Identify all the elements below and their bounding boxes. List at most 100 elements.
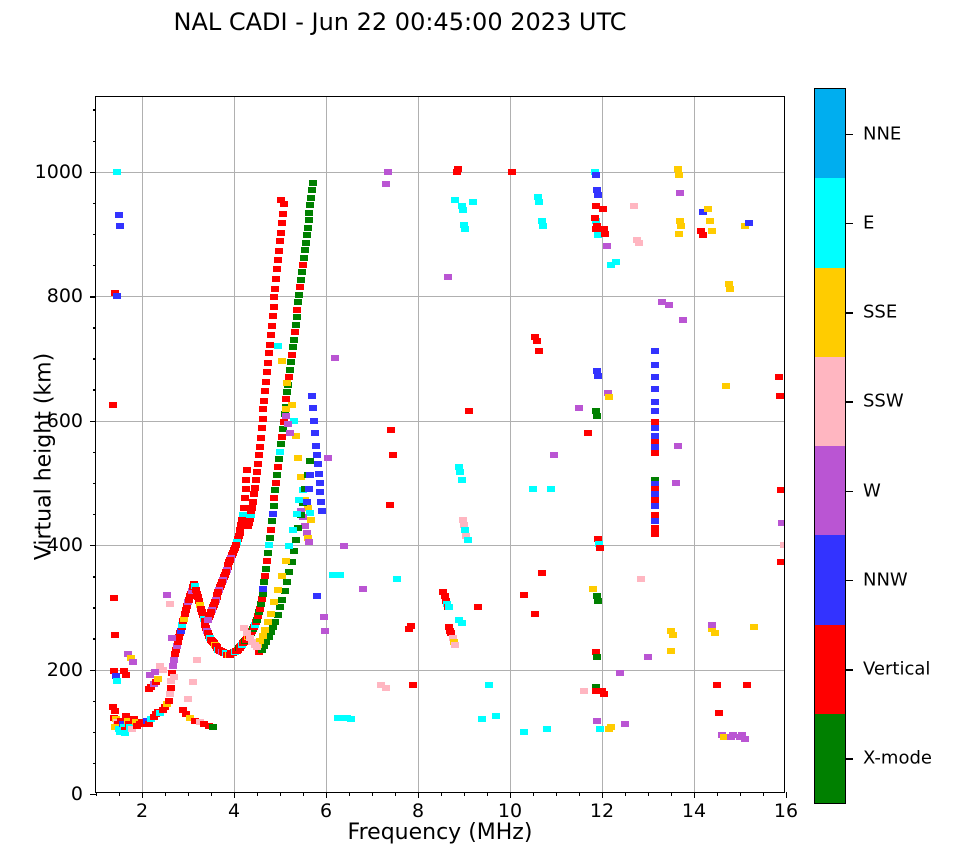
data-point-vertical (259, 406, 268, 413)
data-point-vertical (190, 717, 199, 724)
data-point-sse (154, 676, 163, 683)
data-point-sse (296, 473, 305, 480)
data-point-e (457, 476, 466, 483)
data-point-sse (287, 402, 296, 409)
data-point-vertical (194, 594, 203, 601)
data-point-vertical (238, 517, 247, 524)
data-point-e (595, 725, 604, 732)
data-point-e (547, 486, 556, 493)
data-point-nnw (304, 486, 313, 493)
y-axis-minor-tick (92, 607, 96, 609)
data-point-vertical (240, 504, 249, 511)
data-point-vertical (272, 479, 281, 486)
data-point-x-mode (296, 512, 305, 519)
data-point-e (273, 342, 282, 349)
x-axis-minor-tick (487, 792, 489, 796)
x-axis-minor-tick (579, 792, 581, 796)
data-point-sse (607, 723, 616, 730)
y-axis-minor-tick (92, 140, 96, 142)
data-point-nnw (650, 491, 659, 498)
data-point-w (778, 520, 784, 527)
data-point-vertical (200, 721, 209, 728)
data-point-nnw (593, 187, 602, 194)
data-point-x-mode (294, 299, 303, 306)
data-point-vertical (464, 408, 473, 415)
colorbar-tick (846, 490, 853, 493)
y-axis-minor-tick (92, 358, 96, 360)
data-point-sse (180, 615, 189, 622)
x-axis-tick (142, 792, 144, 798)
x-axis-minor-tick (717, 792, 719, 796)
data-point-nnw (650, 361, 659, 368)
data-point-sse (667, 647, 675, 654)
data-point-sse (675, 171, 684, 178)
data-point-vertical (453, 168, 462, 175)
data-point-e (121, 730, 130, 736)
data-point-e (156, 710, 165, 717)
data-point-vertical (120, 726, 129, 733)
data-point-x-mode (266, 629, 275, 636)
data-point-nnw (316, 489, 325, 496)
data-point-x-mode (257, 646, 266, 653)
data-point-vertical (181, 711, 190, 718)
data-point-x-mode (291, 321, 300, 328)
plot-area: 2 4 6 8 10 12 14 16 0 200 400 600 800 1000 (35, 96, 798, 822)
data-point-vertical (261, 573, 270, 580)
data-point-nnw (308, 392, 317, 399)
data-point-w (124, 650, 133, 657)
data-point-vertical (266, 526, 275, 533)
y-axis-minor-tick (92, 576, 96, 578)
data-point-vertical (171, 650, 180, 657)
data-point-e (492, 713, 501, 720)
data-point-w (321, 627, 330, 634)
data-point-vertical (255, 605, 264, 612)
x-axis-tick (786, 792, 788, 798)
x-axis-minor-tick (648, 792, 650, 796)
data-point-nnw (115, 212, 123, 219)
y-axis-tick (90, 669, 96, 671)
x-axis-tick (510, 792, 512, 798)
colorbar-tick (846, 579, 853, 582)
data-point-sse (708, 626, 717, 633)
data-point-vertical (276, 229, 285, 236)
colorbar-tick (846, 133, 853, 136)
data-point-sse (722, 383, 731, 390)
data-point-vertical (276, 238, 284, 245)
data-point-w (664, 302, 673, 309)
data-point-vertical (242, 476, 251, 483)
data-point-e (342, 715, 351, 722)
data-point-vertical (440, 593, 449, 600)
data-point-vertical (110, 594, 119, 601)
data-point-x-mode (294, 524, 303, 531)
data-point-vertical (277, 433, 286, 440)
data-point-sse (675, 230, 684, 237)
data-point-nnw (310, 417, 319, 424)
data-point-x-mode (275, 456, 284, 463)
data-point-ssw (637, 576, 646, 583)
data-point-vertical (650, 418, 659, 425)
x-axis-tick-label: 2 (135, 800, 149, 822)
data-point-x-mode (288, 344, 297, 351)
data-point-sse (277, 573, 286, 580)
data-point-x-mode (258, 590, 267, 597)
data-point-x-mode (593, 593, 602, 600)
data-point-x-mode (593, 654, 602, 661)
y-axis-tick-label: 600 (46, 409, 83, 432)
data-point-vertical (776, 392, 784, 399)
data-point-ssw (167, 677, 176, 684)
data-point-x-mode (289, 336, 298, 343)
data-point-vertical (592, 649, 601, 656)
data-point-vertical (243, 467, 252, 474)
data-point-x-mode (260, 579, 269, 586)
data-point-vertical (243, 523, 252, 530)
data-point-w (331, 355, 340, 362)
data-point-ssw (158, 666, 167, 673)
y-gridline (96, 296, 784, 298)
data-point-w (304, 538, 313, 545)
data-point-x-mode (302, 232, 311, 239)
data-point-vertical (253, 613, 262, 620)
data-point-vertical (263, 557, 272, 564)
x-axis-label: Frequency (MHz) (347, 820, 533, 845)
data-point-sse (163, 700, 172, 707)
data-point-nnw (314, 470, 323, 477)
